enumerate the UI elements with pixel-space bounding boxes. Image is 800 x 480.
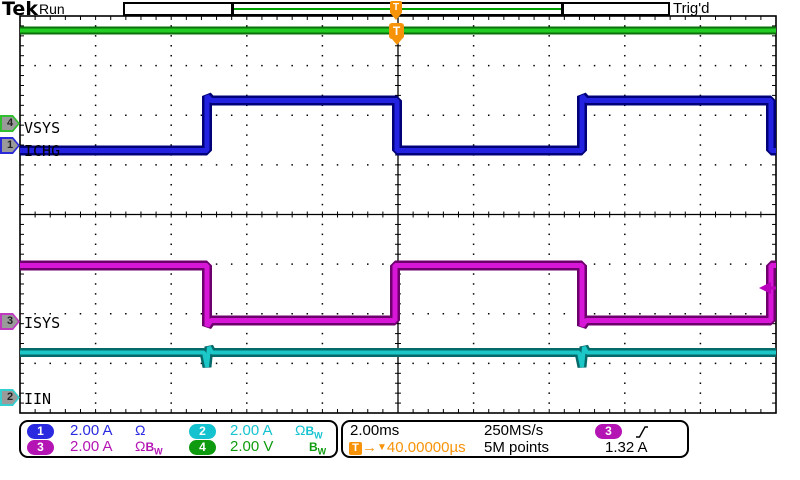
tek-logo: Tek (2, 0, 38, 20)
record-window-bracket-right (561, 4, 564, 14)
bandwidth-limit-icon: BW (309, 440, 327, 457)
trigger-delay-readout: T →▼40.00000µs (349, 439, 466, 456)
acquisition-status: Run (39, 1, 65, 17)
channel-2-flag-number: 2 (2, 391, 18, 404)
arrow-right-icon: → (362, 439, 377, 456)
channel-3-scale: 2.00 A (70, 438, 113, 455)
channel-2-coupling: ΩBW (295, 422, 323, 440)
trace-isys (20, 263, 776, 328)
ohm-icon: Ω (135, 422, 146, 438)
triangle-down-icon: ▼ (377, 442, 387, 453)
channel-3-flag-number: 3 (2, 315, 18, 328)
trigger-status: Trig'd (673, 0, 710, 17)
trace-ichg (20, 94, 776, 153)
channel-readout-box[interactable]: 1 2.00 A ΩBW 2 2.00 A ΩBW 3 2.00 A ΩBW 4… (19, 420, 338, 458)
trigger-level-arrow[interactable] (759, 282, 771, 294)
channel-1-badge[interactable]: 1 (27, 424, 54, 439)
channel-4-badge[interactable]: 4 (189, 440, 216, 455)
channel-1-flag-number: 1 (2, 139, 18, 152)
bandwidth-limit-icon: BW (305, 424, 323, 441)
channel-2-scale: 2.00 A (230, 422, 273, 439)
channel-4-position-flag[interactable]: 4 (0, 115, 20, 132)
trace-isys-edge (20, 260, 776, 329)
channel-3-badge[interactable]: 3 (27, 440, 54, 455)
channel-1-position-flag[interactable]: 1 (0, 137, 20, 154)
channel-2-position-flag[interactable]: 2 (0, 389, 20, 406)
channel-4-scale: 2.00 V (230, 438, 274, 455)
channel-4-coupling: BW (309, 438, 326, 456)
channel-3-position-flag[interactable]: 3 (0, 313, 20, 330)
trigger-source-badge[interactable]: 3 (595, 424, 622, 439)
trigger-position-marker-screen[interactable]: T (389, 23, 404, 39)
waveform-label-ichg: ICHG (24, 142, 61, 160)
waveform-label-iin: IIN (24, 390, 52, 408)
trigger-position-marker-record-triangle (391, 14, 401, 20)
bandwidth-limit-icon: BW (145, 440, 163, 457)
channel-2-badge[interactable]: 2 (189, 424, 216, 439)
timebase-readout: 2.00ms (350, 422, 400, 439)
horizontal-trigger-readout-box[interactable]: 2.00ms 250MS/s 3 T →▼40.00000µs 5M points… (341, 420, 689, 458)
rising-edge-icon (636, 426, 648, 438)
trace-iin (20, 346, 776, 368)
ohm-icon: Ω (135, 438, 146, 454)
trigger-level-readout: 1.32 A (605, 439, 648, 456)
trigger-level-arrow-tail (771, 286, 776, 290)
channel-3-coupling: ΩBW (135, 438, 163, 456)
record-window-bracket-left (231, 4, 234, 14)
trigger-position-marker-screen-triangle (392, 39, 402, 45)
record-length-readout: 5M points (484, 439, 550, 456)
trigger-position-marker-record[interactable]: T (390, 1, 402, 14)
waveform-label-vsys: VSYS (24, 119, 61, 137)
ohm-icon: Ω (295, 422, 306, 438)
waveform-label-isys: ISYS (24, 314, 61, 332)
channel-4-flag-number: 4 (2, 117, 18, 130)
channel-1-scale: 2.00 A (70, 422, 113, 439)
channel-1-coupling: ΩBW (135, 422, 145, 438)
sample-rate-readout: 250MS/s (484, 422, 544, 439)
trigger-t-icon: T (349, 442, 362, 455)
